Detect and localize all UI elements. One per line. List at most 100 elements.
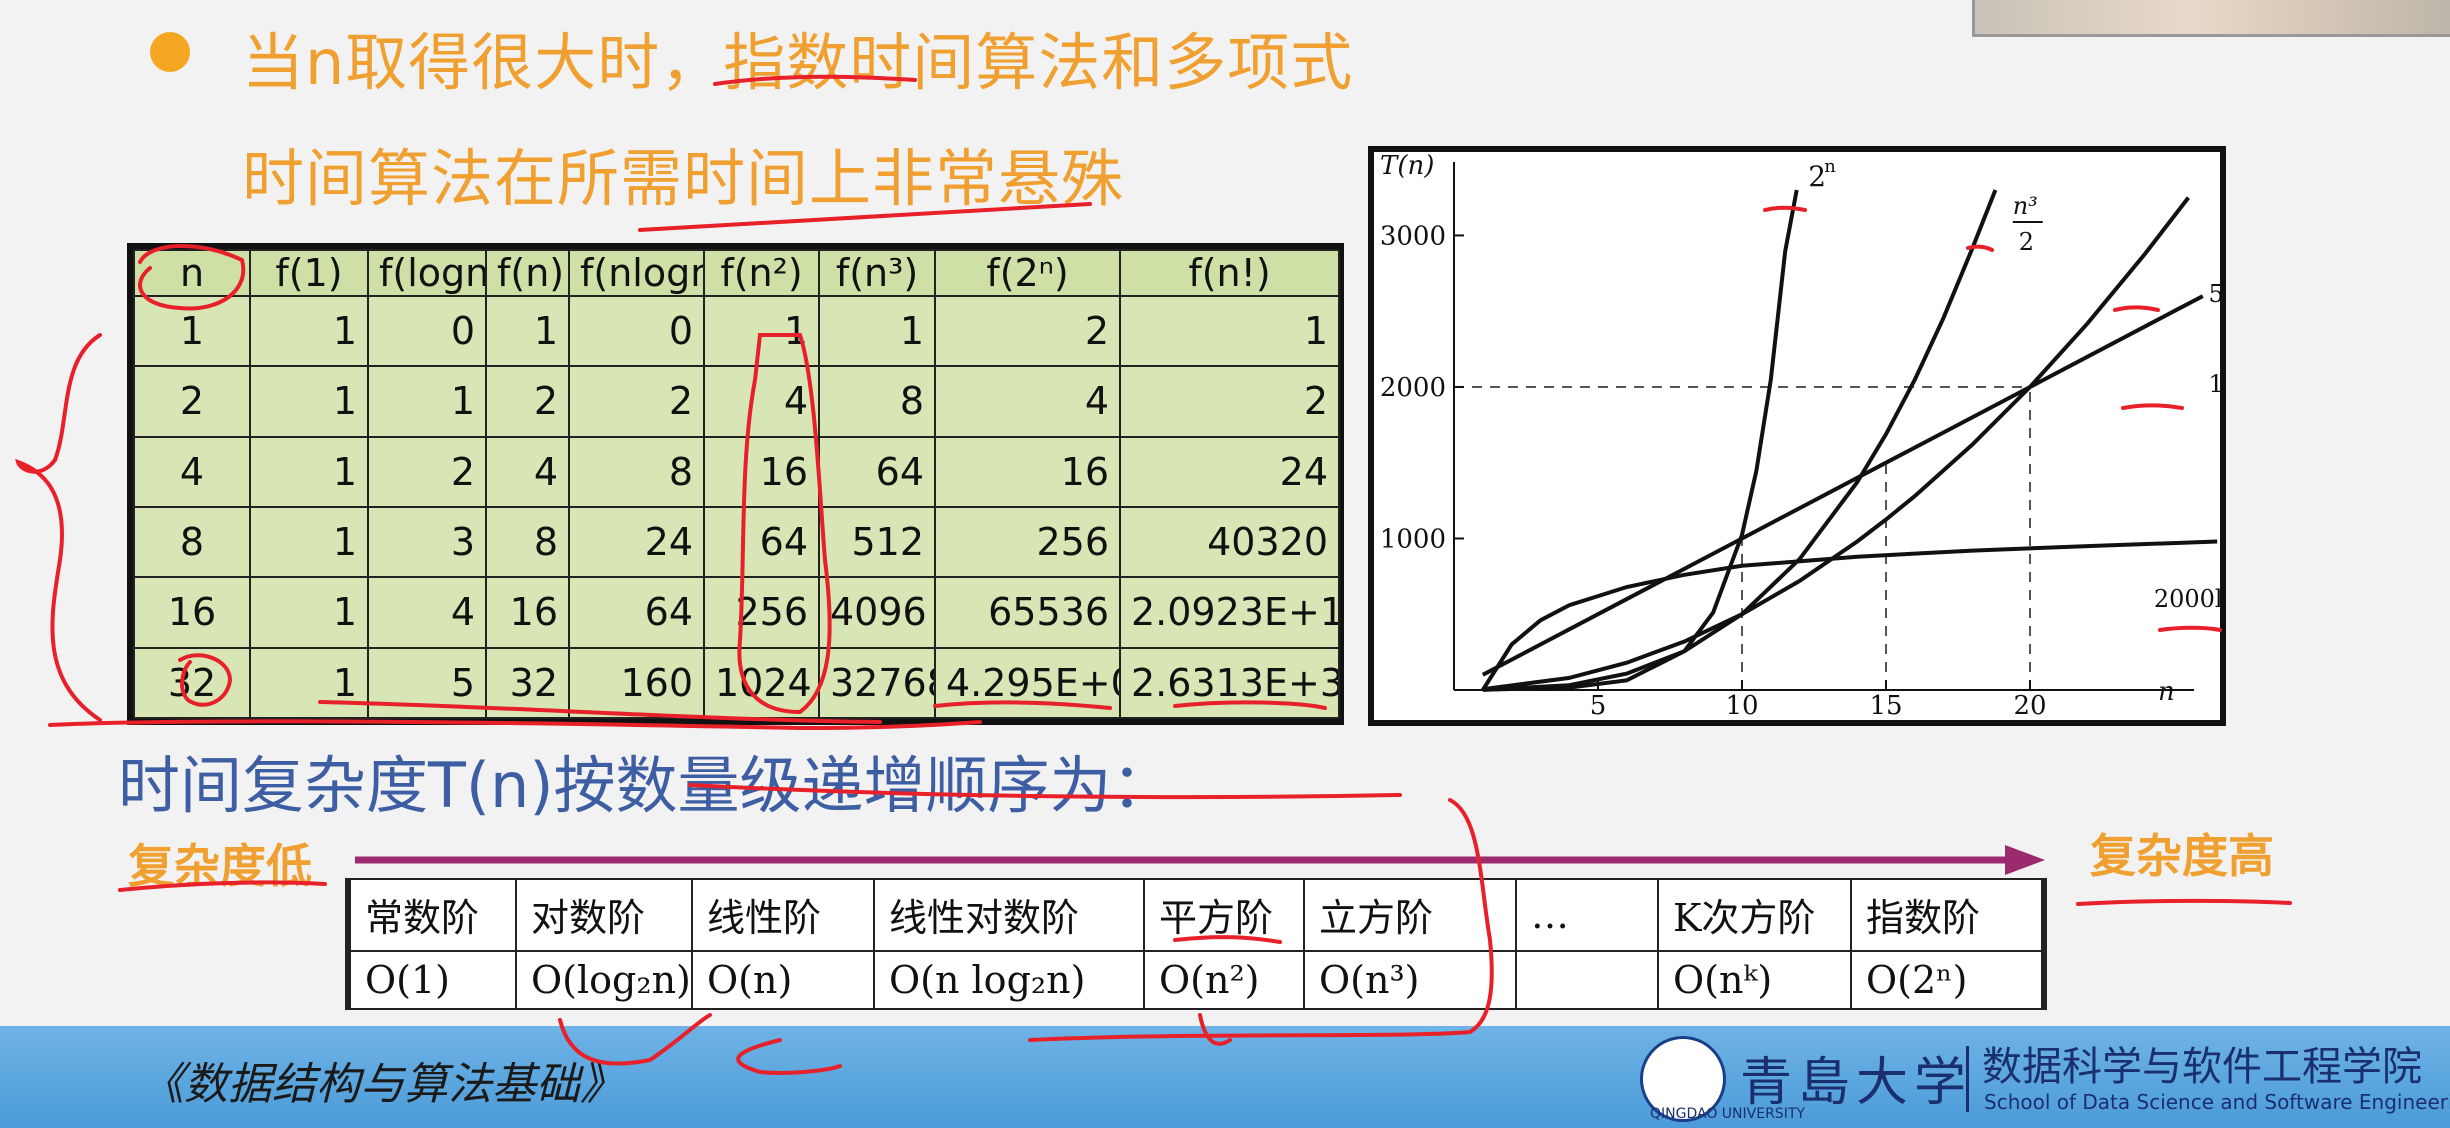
growth-table-cell: 8: [486, 507, 569, 577]
growth-chart: 1000200030005101520T(n)n2nn³25n²100n2000…: [1368, 146, 2226, 726]
complexity-notation-cell: O(log₂n): [516, 951, 692, 1009]
complexity-category-cell: 常数阶: [350, 879, 516, 951]
growth-table-cell: 32: [134, 648, 250, 718]
growth-table-cell: 2.0923E+13: [1120, 577, 1339, 647]
university-name: 青島大学: [1740, 1040, 1972, 1115]
footer-bar: 《数据结构与算法基础》 青島大学 QINGDAO UNIVERSITY 数据科学…: [0, 1026, 2450, 1128]
series-line-2: [1483, 198, 2189, 690]
growth-table-cell: 64: [569, 577, 704, 647]
complexity-category-cell: 线性阶: [692, 879, 874, 951]
growth-table-cell: 160: [569, 648, 704, 718]
x-tick-label: 10: [1725, 691, 1758, 720]
growth-table-cell: 16: [935, 437, 1120, 507]
growth-table-cell: 8: [569, 437, 704, 507]
growth-table-header-cell: f(nlogn): [569, 250, 704, 296]
complexity-category-row: 常数阶 对数阶 线性阶 线性对数阶 平方阶 立方阶… K次方阶 指数阶: [350, 879, 2046, 951]
growth-table-cell: 2: [134, 366, 250, 436]
growth-table-cell: 512: [819, 507, 935, 577]
growth-table-cell: 2: [569, 366, 704, 436]
complexity-notation-cell: O(n): [692, 951, 874, 1009]
complexity-notation-cell: O(nᵏ): [1658, 951, 1851, 1009]
order-title: 时间复杂度T(n)按数量级递增顺序为：: [118, 735, 1174, 825]
complexity-category-cell: 立方阶: [1304, 879, 1516, 951]
complexity-notation-cell: O(n²): [1144, 951, 1304, 1009]
complexity-arrow: [355, 845, 2055, 875]
complexity-category-cell: 平方阶: [1144, 879, 1304, 951]
growth-table-cell: 1: [250, 366, 368, 436]
growth-table-cell: 8: [819, 366, 935, 436]
growth-table-cell: 2: [1120, 366, 1339, 436]
growth-table-cell: 0: [368, 296, 486, 366]
growth-table-cell: 4.295E+09: [935, 648, 1120, 718]
growth-table-cell: 1024: [704, 648, 819, 718]
annotation-underline-high: [2078, 901, 2290, 904]
growth-table-header-cell: n: [134, 250, 250, 296]
complexity-notation-cell: O(1): [350, 951, 516, 1009]
growth-table-cell: 16: [704, 437, 819, 507]
growth-table-row: 4 1 2 4 8 16 64 16 24: [134, 437, 1339, 507]
growth-table-header-cell: f(n²): [704, 250, 819, 296]
growth-table-header-cell: f(n): [486, 250, 569, 296]
series-line-3: [1483, 296, 2203, 675]
growth-table-cell: 1: [250, 577, 368, 647]
bullet-text-line1: 当n取得很大时，指数时间算法和多项式: [242, 12, 1353, 102]
growth-table-cell: 256: [935, 507, 1120, 577]
y-tick-label: 2000: [1380, 373, 1446, 403]
growth-table-cell: 1: [368, 366, 486, 436]
complexity-category-cell: 线性对数阶: [874, 879, 1144, 951]
growth-table-cell: 2: [935, 296, 1120, 366]
growth-table-cell: 1: [819, 296, 935, 366]
complexity-category-cell: K次方阶: [1658, 879, 1851, 951]
growth-table-cell: 4: [134, 437, 250, 507]
complexity-notation-cell: [1516, 951, 1658, 1009]
growth-table-cell: 24: [569, 507, 704, 577]
growth-table-cell: 40320: [1120, 507, 1339, 577]
growth-table-cell: 1: [250, 507, 368, 577]
complexity-notation-cell: O(2ⁿ): [1851, 951, 2046, 1009]
growth-table-cell: 16: [134, 577, 250, 647]
bullet-text-line2: 时间算法在所需时间上非常悬殊: [242, 128, 1124, 218]
growth-table-cell: 32: [486, 648, 569, 718]
bullet-icon: [150, 32, 190, 72]
growth-table-header-cell: f(n³): [819, 250, 935, 296]
growth-table-cell: 1: [250, 296, 368, 366]
webcam-overlay: [1972, 0, 2450, 37]
complexity-notation-cell: O(n log₂n): [874, 951, 1144, 1009]
growth-table-cell: 2.6313E+35: [1120, 648, 1339, 718]
university-name-en: QINGDAO UNIVERSITY: [1650, 1106, 1805, 1122]
complexity-notation-row: O(1) O(log₂n) O(n) O(n log₂n) O(n²) O(n³) O(nᵏ…: [350, 951, 2046, 1009]
annotation-brace: [18, 335, 100, 720]
series-label-log: 2000log₂n: [2154, 585, 2220, 613]
growth-table-cell: 256: [704, 577, 819, 647]
x-tick-label: 20: [2013, 691, 2046, 720]
complexity-low-label: 复杂度低: [128, 830, 312, 896]
growth-table: nf(1)f(logn)f(n)f(nlogn)f(n²)f(n³)f(2ⁿ)f…: [127, 243, 1344, 725]
growth-table-header-cell: f(logn): [368, 250, 486, 296]
growth-table-cell: 1: [1120, 296, 1339, 366]
series-label-n3-num: n³: [2013, 192, 2038, 220]
growth-table-row: 3215321601024327684.295E+092.6313E+35: [134, 648, 1339, 718]
series-label-2n-sup: n: [1824, 156, 1836, 177]
x-axis-label: n: [2158, 677, 2175, 707]
growth-table-cell: 2: [368, 437, 486, 507]
series-label-5n2: 5n²: [2209, 280, 2220, 308]
school-name-cn: 数据科学与软件工程学院: [1982, 1034, 2422, 1092]
growth-table-cell: 1: [250, 437, 368, 507]
growth-table-cell: 8: [134, 507, 250, 577]
growth-table-cell: 1: [486, 296, 569, 366]
growth-table-cell: 0: [569, 296, 704, 366]
growth-table-cell: 24: [1120, 437, 1339, 507]
series-label-n3-den: 2: [2019, 228, 2034, 256]
growth-table-cell: 4: [935, 366, 1120, 436]
y-tick-label: 1000: [1380, 524, 1446, 554]
growth-table-cell: 4: [368, 577, 486, 647]
growth-chart-svg: 1000200030005101520T(n)n2nn³25n²100n2000…: [1374, 152, 2220, 720]
growth-table-row: 8 1 3 8 24 64 512 256 40320: [134, 507, 1339, 577]
school-name-en: School of Data Science and Software Engi…: [1984, 1090, 2450, 1114]
complexity-category-cell: …: [1516, 879, 1658, 951]
series-line-0: [1483, 190, 1797, 690]
growth-table-header-cell: f(2ⁿ): [935, 250, 1120, 296]
complexity-high-label: 复杂度高: [2090, 820, 2274, 886]
